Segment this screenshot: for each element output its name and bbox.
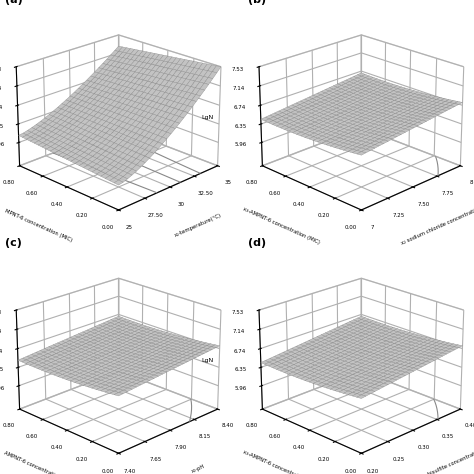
Text: (b): (b) [248, 0, 266, 5]
X-axis label: x₄ sodium metabisulfite concentration (%): x₄ sodium metabisulfite concentration (%… [389, 444, 474, 474]
X-axis label: x₁-temperature(°C): x₁-temperature(°C) [174, 213, 223, 238]
Text: (c): (c) [5, 238, 22, 248]
Y-axis label: AMPNT-6 concentration (MIC): AMPNT-6 concentration (MIC) [3, 451, 75, 474]
Y-axis label: MPNT-6 concentration (MIC): MPNT-6 concentration (MIC) [4, 208, 73, 243]
Text: (d): (d) [248, 238, 266, 248]
Y-axis label: x₃-AMPNT-6 concentration (MIC): x₃-AMPNT-6 concentration (MIC) [242, 449, 321, 474]
X-axis label: x₂-pH: x₂-pH [191, 464, 206, 474]
Y-axis label: x₃-AMPNT-6 concentration (MIC): x₃-AMPNT-6 concentration (MIC) [242, 206, 321, 245]
X-axis label: x₂ sodium chloride concentration: x₂ sodium chloride concentration [400, 205, 474, 246]
Text: (a): (a) [5, 0, 23, 5]
